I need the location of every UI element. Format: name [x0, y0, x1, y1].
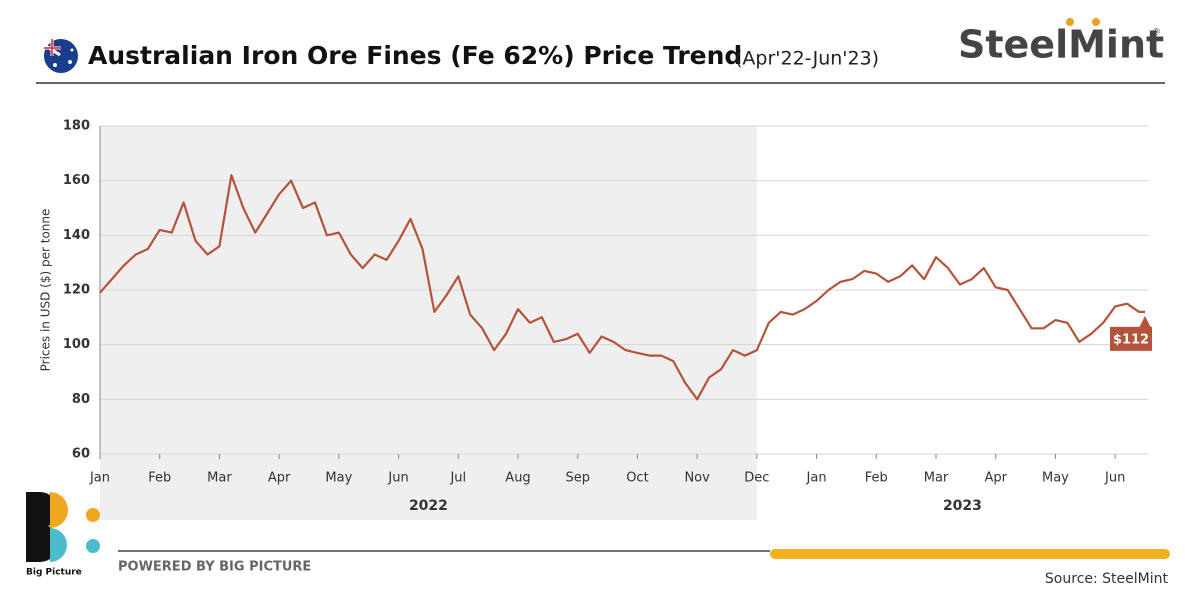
y-tick-label: 140 [63, 228, 90, 243]
x-tick-label: Dec [744, 471, 769, 486]
x-tick-label: Nov [684, 471, 710, 486]
label-box [1110, 326, 1153, 351]
year-label: 2022 [409, 498, 448, 514]
price-line [99, 174, 1145, 401]
flag [44, 39, 78, 73]
x-tick-label: Sep [565, 471, 590, 486]
footer-logo [26, 492, 100, 562]
subtitle: (Apr'22-Jun'23) [735, 48, 879, 70]
powered-by: POWERED BY BIG PICTURE [118, 560, 311, 575]
logo-text: Big Picture [26, 568, 82, 578]
brand: SteelMint [958, 23, 1164, 67]
y-tick-label: 180 [63, 119, 90, 134]
y-tick-label: 120 [63, 283, 90, 298]
x-tick-label: May [325, 471, 352, 486]
x-tick-label: Jan [89, 471, 110, 486]
x-tick-label: Jun [387, 471, 408, 486]
year-label: 2023 [943, 498, 982, 514]
x-tick-label: Apr [984, 471, 1007, 486]
plot: 60 80 100 120 140 160 180 Jan Feb Mar Apr May Jun Jul… [39, 119, 1153, 520]
label-pointer [1139, 315, 1152, 328]
x-tick-label: Jan [806, 471, 827, 486]
x-tick-label: Jul [449, 471, 466, 486]
y-tick-label: 100 [63, 337, 90, 352]
x-tick-label: Feb [865, 471, 888, 486]
source: Source: SteelMint [1045, 571, 1169, 587]
y-tick-label: 60 [72, 447, 90, 462]
y-axis-label: Prices in USD ($) per tonne [39, 209, 53, 372]
x-tick-label: Jun [1104, 471, 1125, 486]
shade-2022 [100, 126, 757, 520]
footer-bar [770, 549, 1170, 559]
x-tick-label: Mar [207, 471, 232, 486]
brand-dot [1066, 18, 1074, 26]
x-tick-label: Aug [505, 471, 530, 486]
brand-mark: ® [1152, 28, 1161, 38]
x-tick-label: Apr [268, 471, 291, 486]
x-tick-label: Feb [148, 471, 171, 486]
y-tick-label: 80 [72, 392, 90, 407]
title: Australian Iron Ore Fines (Fe 62%) Price… [88, 41, 742, 70]
y-tick-label: 160 [63, 173, 90, 188]
x-tick-label: Mar [924, 471, 949, 486]
brand-dot [1092, 18, 1100, 26]
x-tick-label: May [1042, 471, 1069, 486]
value-label: $112 [1113, 332, 1149, 347]
x-tick-label: Oct [626, 471, 648, 486]
